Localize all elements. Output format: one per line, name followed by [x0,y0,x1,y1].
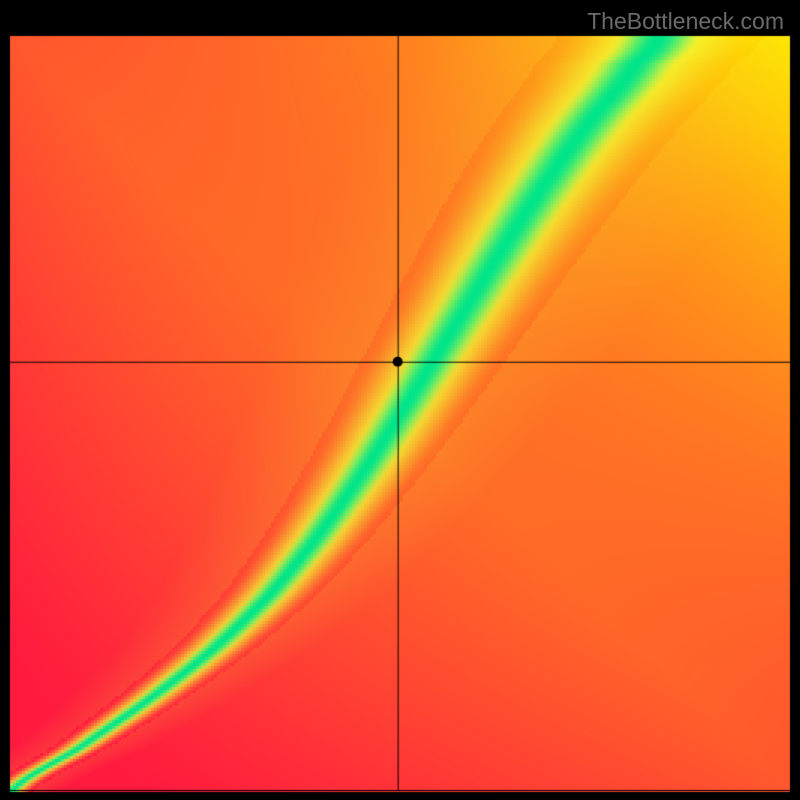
bottleneck-heatmap [0,0,800,800]
watermark-text: TheBottleneck.com [587,8,784,35]
